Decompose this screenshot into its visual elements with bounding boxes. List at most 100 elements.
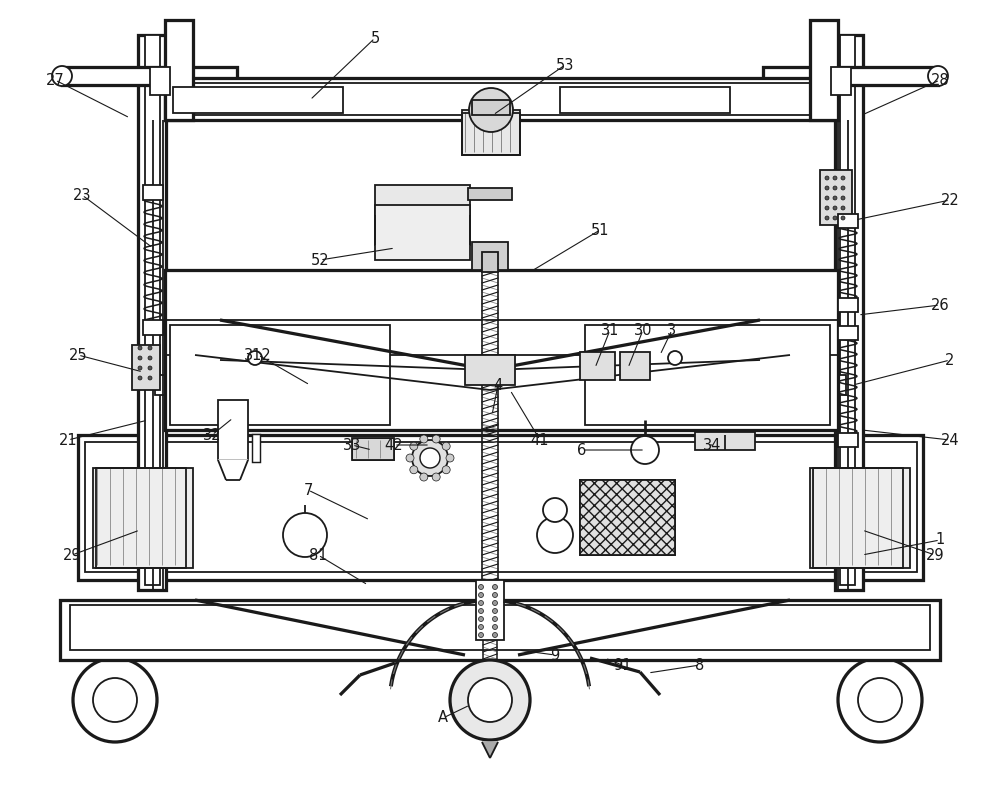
Text: 2: 2 (945, 353, 955, 368)
Circle shape (442, 466, 450, 473)
Bar (465, 355, 515, 385)
Bar (96, 468, 186, 568)
Text: 81: 81 (309, 548, 327, 563)
Text: 6: 6 (577, 443, 587, 458)
Text: 51: 51 (591, 222, 609, 237)
Circle shape (825, 186, 829, 190)
Bar (165, 270, 838, 430)
Bar (820, 170, 852, 225)
Bar (375, 220, 470, 245)
Bar (462, 110, 520, 155)
Circle shape (148, 376, 152, 380)
Text: 3: 3 (667, 323, 677, 338)
Circle shape (412, 440, 448, 476)
Bar (143, 320, 163, 335)
Circle shape (492, 608, 498, 614)
Circle shape (432, 473, 440, 481)
Circle shape (492, 616, 498, 622)
Circle shape (841, 216, 845, 220)
Bar (252, 434, 260, 462)
Circle shape (93, 678, 137, 722)
Bar (620, 352, 650, 380)
Circle shape (479, 608, 484, 614)
Text: 312: 312 (244, 347, 272, 362)
Text: 25: 25 (69, 347, 87, 362)
Circle shape (825, 206, 829, 210)
Bar (150, 67, 170, 95)
Bar (810, 20, 838, 120)
Text: 23: 23 (73, 188, 91, 203)
Bar (78, 435, 923, 580)
Circle shape (446, 454, 454, 462)
Bar (810, 468, 910, 568)
Circle shape (138, 376, 142, 380)
Circle shape (492, 593, 498, 597)
Bar (763, 67, 938, 85)
Circle shape (479, 600, 484, 605)
Circle shape (138, 346, 142, 350)
Text: 28: 28 (931, 73, 949, 88)
Text: 7: 7 (303, 483, 313, 498)
Text: 31: 31 (601, 323, 619, 338)
Bar (60, 600, 940, 660)
Bar (838, 214, 858, 228)
Bar (585, 325, 830, 425)
Circle shape (468, 678, 512, 722)
Text: 21: 21 (59, 432, 77, 447)
Bar (165, 20, 193, 120)
Text: 91: 91 (613, 657, 631, 672)
Text: 22: 22 (941, 193, 959, 208)
Bar (218, 400, 248, 460)
Polygon shape (218, 460, 248, 480)
Text: 29: 29 (63, 548, 81, 563)
Bar (62, 67, 237, 85)
Circle shape (841, 176, 845, 180)
Text: 24: 24 (941, 432, 959, 447)
Circle shape (479, 585, 484, 589)
Circle shape (479, 625, 484, 630)
Text: 26: 26 (931, 297, 949, 312)
Circle shape (248, 351, 262, 365)
Text: 30: 30 (634, 323, 652, 338)
Circle shape (73, 658, 157, 742)
Circle shape (858, 678, 902, 722)
Text: 1: 1 (935, 533, 945, 548)
Bar (170, 325, 390, 425)
Bar (132, 345, 160, 390)
Circle shape (492, 633, 498, 638)
Text: 34: 34 (703, 437, 721, 453)
Circle shape (410, 466, 418, 473)
Text: 41: 41 (531, 432, 549, 447)
Bar (352, 438, 394, 460)
Circle shape (841, 206, 845, 210)
Text: A: A (438, 711, 448, 726)
Bar (482, 252, 498, 272)
Circle shape (825, 176, 829, 180)
Circle shape (432, 435, 440, 443)
Circle shape (450, 660, 530, 740)
Circle shape (138, 366, 142, 370)
Bar (472, 242, 508, 270)
Circle shape (841, 196, 845, 200)
Bar (155, 375, 203, 395)
Bar (695, 432, 755, 450)
Bar (580, 352, 615, 380)
Bar (352, 438, 394, 460)
Circle shape (479, 633, 484, 638)
Circle shape (492, 625, 498, 630)
Text: 29: 29 (926, 548, 944, 563)
Polygon shape (482, 742, 498, 758)
Bar (838, 298, 858, 312)
Text: 27: 27 (46, 73, 64, 88)
Bar (85, 442, 917, 572)
Text: 9: 9 (550, 648, 560, 663)
Circle shape (148, 346, 152, 350)
Text: 8: 8 (695, 657, 705, 672)
Bar (143, 185, 163, 200)
Bar (375, 185, 470, 215)
Circle shape (138, 356, 142, 360)
Circle shape (469, 88, 513, 132)
Text: 32: 32 (203, 428, 221, 443)
Circle shape (148, 366, 152, 370)
Circle shape (410, 443, 418, 451)
